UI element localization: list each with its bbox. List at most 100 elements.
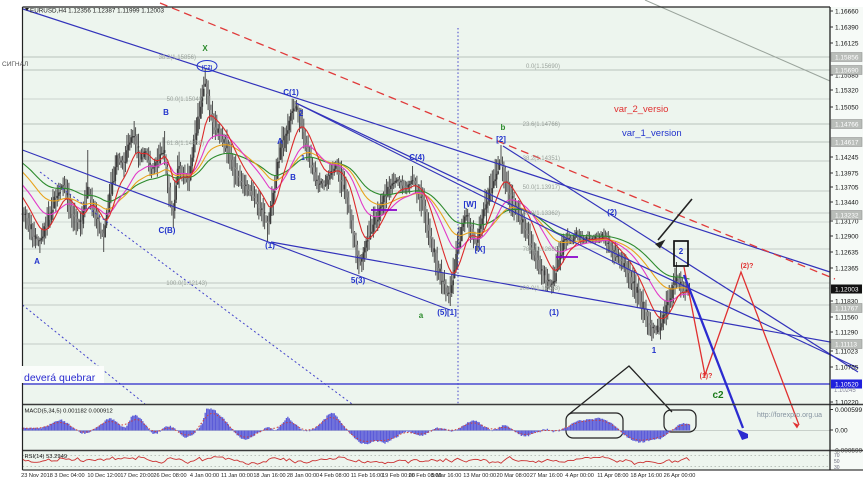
svg-text:A: A <box>34 257 40 266</box>
svg-text:[2]: [2] <box>496 135 506 144</box>
svg-text:(1)?: (1)? <box>700 373 713 380</box>
svg-text:18 Apr 16:00: 18 Apr 16:00 <box>630 473 662 479</box>
svg-text:1.12365: 1.12365 <box>835 266 859 273</box>
svg-text:1.11113: 1.11113 <box>835 342 857 349</box>
svg-text:5 Mar 16:00: 5 Mar 16:00 <box>431 473 461 479</box>
svg-text:0.0(1.15690): 0.0(1.15690) <box>526 64 560 70</box>
svg-text:20 Mar 08:00: 20 Mar 08:00 <box>497 473 530 479</box>
svg-text:4 Apr 00:00: 4 Apr 00:00 <box>565 473 594 479</box>
svg-text:10 Dec 12:00: 10 Dec 12:00 <box>87 473 120 479</box>
svg-text:26 Apr 00:00: 26 Apr 00:00 <box>664 473 696 479</box>
svg-text:4 Jan 00:00: 4 Jan 00:00 <box>190 473 219 479</box>
svg-text:СИГНАЛ: СИГНАЛ <box>2 61 28 68</box>
svg-text:27 Mar 16:00: 27 Mar 16:00 <box>530 473 563 479</box>
svg-text:0.000599: 0.000599 <box>835 407 862 414</box>
svg-text:(1): (1) <box>265 241 275 250</box>
svg-text:deverá quebrar: deverá quebrar <box>24 372 96 384</box>
svg-text:38.2(1.15856): 38.2(1.15856) <box>159 55 196 61</box>
svg-text:28 Jan 00:00: 28 Jan 00:00 <box>287 473 319 479</box>
svg-text:c2: c2 <box>712 390 724 401</box>
svg-text:1.14617: 1.14617 <box>835 140 859 147</box>
svg-text:11 Feb 16:00: 11 Feb 16:00 <box>351 473 384 479</box>
svg-text:MACD(5,34,5) 0.001182 0.000912: MACD(5,34,5) 0.001182 0.000912 <box>25 409 113 415</box>
svg-text:30: 30 <box>834 465 840 471</box>
svg-text:26 Feb 08:00: 26 Feb 08:00 <box>409 473 442 479</box>
svg-text:2: 2 <box>679 247 684 256</box>
svg-text:38.2(1.14351): 38.2(1.14351) <box>523 156 560 162</box>
svg-text:1.12635: 1.12635 <box>835 250 859 257</box>
svg-text:1.14245: 1.14245 <box>835 155 859 162</box>
svg-text:(C2): (C2) <box>202 65 213 71</box>
svg-text:X: X <box>202 44 208 53</box>
svg-text:3 Dec 04:00: 3 Dec 04:00 <box>54 473 84 479</box>
svg-text:[X]: [X] <box>475 245 486 254</box>
svg-text:1.11290: 1.11290 <box>835 330 858 337</box>
svg-text:1.13170: 1.13170 <box>835 219 859 226</box>
svg-text:1: 1 <box>301 155 305 162</box>
svg-text:http://forexpro.org.ua: http://forexpro.org.ua <box>757 412 822 419</box>
svg-text:1.16390: 1.16390 <box>835 25 859 32</box>
svg-text:70: 70 <box>834 453 840 459</box>
svg-text:1.16660: 1.16660 <box>835 9 859 16</box>
svg-text:100.0(1.12143): 100.0(1.12143) <box>519 286 560 292</box>
svg-text:1.11023: 1.11023 <box>835 349 858 356</box>
svg-text:19 Feb 00:00: 19 Feb 00:00 <box>382 473 415 479</box>
svg-text:1.13440: 1.13440 <box>835 200 859 207</box>
svg-text:50.0(1.15040): 50.0(1.15040) <box>167 97 204 103</box>
svg-text:61.8(1.14438): 61.8(1.14438) <box>167 141 204 147</box>
svg-text:B: B <box>163 108 169 117</box>
svg-text:C(B): C(B) <box>159 226 176 235</box>
svg-text:(1): (1) <box>549 308 559 317</box>
svg-text:26 Dec 08:00: 26 Dec 08:00 <box>153 473 186 479</box>
svg-text:1.12003: 1.12003 <box>835 287 859 294</box>
svg-text:1.15856: 1.15856 <box>835 55 859 62</box>
svg-text:1.11767: 1.11767 <box>835 306 858 313</box>
svg-text:var_1_version: var_1_version <box>622 128 682 139</box>
svg-text:C(1): C(1) <box>283 88 299 97</box>
svg-text:50.0(1.13917): 50.0(1.13917) <box>523 185 560 191</box>
svg-text:1.15585: 1.15585 <box>835 73 859 80</box>
svg-text:(2)?: (2)? <box>741 263 754 270</box>
svg-text:1.11830: 1.11830 <box>835 299 858 306</box>
svg-text:11 Jan 00:00: 11 Jan 00:00 <box>221 473 253 479</box>
svg-text:0.00: 0.00 <box>835 428 848 435</box>
svg-text:B: B <box>290 173 296 182</box>
svg-text:b: b <box>501 123 506 132</box>
svg-text:1.10755: 1.10755 <box>835 365 859 372</box>
svg-text:61.8(1.13362): 61.8(1.13362) <box>523 211 560 217</box>
svg-text:17 Dec 20:00: 17 Dec 20:00 <box>120 473 153 479</box>
svg-text:11 Apr 08:00: 11 Apr 08:00 <box>597 473 628 479</box>
svg-text:-0.000599: -0.000599 <box>833 448 863 455</box>
svg-text:A: A <box>277 137 283 146</box>
svg-text:1.10245: 1.10245 <box>834 388 856 394</box>
svg-text:18 Jan 16:00: 18 Jan 16:00 <box>253 473 285 479</box>
svg-text:a: a <box>419 311 424 320</box>
svg-text:78.6(1.12688): 78.6(1.12688) <box>523 247 560 253</box>
svg-text:1.16125: 1.16125 <box>835 41 859 48</box>
svg-text:23 Nov 2018: 23 Nov 2018 <box>21 473 53 479</box>
svg-text:EURUSD,H4 1.12356 1.12387 1.1: EURUSD,H4 1.12356 1.12387 1.11999 1.1200… <box>30 8 164 15</box>
svg-text:1.15320: 1.15320 <box>835 88 859 95</box>
svg-text:1.10220: 1.10220 <box>835 400 859 407</box>
svg-text:23.6(1.14766): 23.6(1.14766) <box>523 122 560 128</box>
svg-text:2: 2 <box>299 109 304 118</box>
svg-text:1.15690: 1.15690 <box>835 68 859 75</box>
svg-text:1.11560: 1.11560 <box>835 315 858 322</box>
svg-text:[W]: [W] <box>464 200 477 209</box>
svg-text:(2): (2) <box>607 208 617 217</box>
svg-text:1.10520: 1.10520 <box>835 382 859 389</box>
svg-text:13 Mar 00:00: 13 Mar 00:00 <box>463 473 496 479</box>
svg-text:1.12900: 1.12900 <box>835 234 859 241</box>
svg-text:C(4): C(4) <box>409 153 425 162</box>
svg-text:(5)[1]: (5)[1] <box>437 308 457 317</box>
svg-text:50: 50 <box>834 459 840 465</box>
svg-text:1.14766: 1.14766 <box>835 122 859 129</box>
svg-text:1.13232: 1.13232 <box>835 213 859 220</box>
svg-text:4 Feb 08:00: 4 Feb 08:00 <box>320 473 350 479</box>
svg-text:1: 1 <box>652 346 657 355</box>
svg-text:var_2_versio: var_2_versio <box>614 104 668 115</box>
svg-text:RSI(14) 53.2949: RSI(14) 53.2949 <box>25 454 68 460</box>
svg-text:100.0(1.12143): 100.0(1.12143) <box>166 281 207 287</box>
svg-text:1.13705: 1.13705 <box>835 185 859 192</box>
svg-text:1.15050: 1.15050 <box>835 105 859 112</box>
